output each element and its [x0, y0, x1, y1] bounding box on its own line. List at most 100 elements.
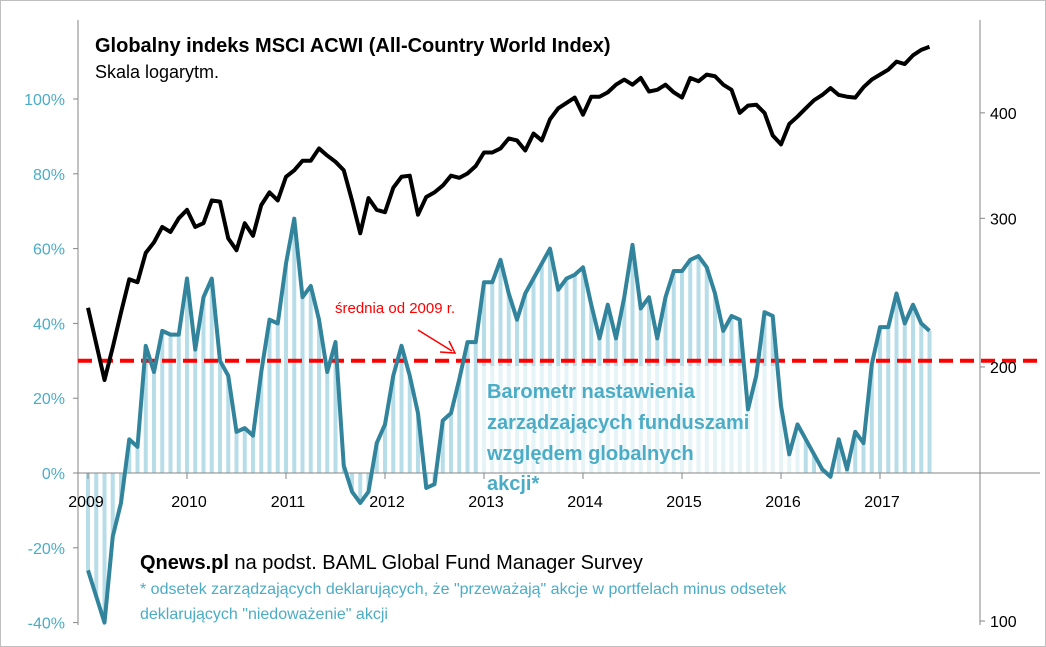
bar — [869, 364, 874, 473]
sentiment-line — [86, 216, 931, 625]
bar — [152, 372, 156, 473]
series-label-line: zarządzających funduszami — [487, 412, 749, 434]
bar — [226, 375, 231, 473]
right-tick-label: 400 — [990, 106, 1017, 123]
bar — [94, 473, 99, 597]
source-brand: Qnews.pl — [140, 552, 229, 574]
bar — [878, 327, 882, 473]
left-tick-label: -40% — [28, 616, 65, 633]
bar — [861, 443, 866, 473]
bar — [218, 360, 222, 473]
footnote-line: * odsetek zarządzających deklarujących, … — [140, 581, 787, 598]
x-tick-label: 2014 — [567, 494, 603, 511]
bar — [300, 297, 305, 473]
bar — [696, 256, 701, 473]
bar — [803, 439, 808, 473]
left-tick-label: 100% — [24, 92, 65, 109]
bar — [407, 375, 412, 473]
msci-acwi-line — [86, 44, 931, 382]
x-tick-label: 2011 — [271, 494, 306, 511]
bar — [902, 323, 907, 473]
bar — [102, 473, 107, 623]
bar — [465, 342, 470, 473]
left-tick-label: 40% — [33, 316, 65, 333]
bar — [350, 473, 354, 492]
x-tick-label: 2016 — [765, 494, 801, 511]
bar — [127, 439, 132, 473]
left-tick-label: 60% — [33, 242, 65, 259]
bar — [399, 345, 404, 473]
bar — [836, 439, 841, 473]
series-label-line: Barometr nastawienia — [487, 381, 696, 403]
bar — [201, 297, 206, 473]
bar — [325, 372, 330, 473]
bar — [234, 431, 239, 473]
chart-subtitle: Skala logarytm. — [95, 62, 219, 82]
bar — [812, 454, 816, 473]
left-tick-label: 0% — [42, 466, 65, 483]
bar — [416, 413, 420, 473]
right-tick-label: 100 — [990, 614, 1017, 631]
right-tick-label: 200 — [990, 360, 1017, 377]
left-tick-label: 20% — [33, 391, 65, 408]
series-label-line: akcji* — [487, 473, 539, 495]
x-tick-label: 2013 — [468, 494, 504, 511]
bar — [449, 413, 453, 473]
bar — [185, 278, 189, 473]
bar — [275, 323, 280, 473]
right-tick-label: 300 — [990, 211, 1017, 228]
bar — [927, 330, 932, 473]
series-label: Barometr nastawienia zarządzających fund… — [486, 381, 749, 495]
arrow-head-icon — [439, 340, 457, 354]
bar — [473, 342, 478, 473]
bar — [383, 424, 387, 473]
bar — [259, 372, 264, 473]
bar — [391, 375, 396, 473]
left-tick-label: 80% — [33, 167, 65, 184]
bar — [193, 349, 198, 473]
bar — [440, 420, 445, 473]
tick-labels: -40% -20% 0% 20% 40% 60% 80% 100% 100 200 300 400 20… — [24, 92, 1017, 633]
bar — [284, 263, 288, 473]
x-tick-label: 2010 — [171, 494, 207, 511]
footnote-line: deklarujących "niedoważenie" akcji — [140, 606, 388, 623]
chart-title: Globalny indeks MSCI ACWI (All-Country W… — [95, 35, 611, 57]
bar — [135, 446, 140, 473]
x-tick-label: 2012 — [369, 494, 405, 511]
axes — [73, 20, 1040, 625]
average-label: średnia od 2009 r. — [335, 300, 455, 317]
source-text: na podst. BAML Global Fund Manager Surve… — [229, 552, 643, 574]
series-label-line: względem globalnych — [486, 443, 694, 465]
bar — [143, 345, 148, 473]
source-note: Qnews.pl na podst. BAML Global Fund Mana… — [140, 552, 643, 574]
bar — [110, 473, 115, 537]
bar — [358, 473, 363, 503]
bar — [86, 473, 90, 571]
bar — [374, 443, 379, 473]
bar — [209, 278, 214, 473]
bar — [176, 334, 181, 473]
average-arrow — [417, 329, 453, 352]
bar — [911, 304, 915, 473]
x-tick-label: 2009 — [68, 494, 104, 511]
bar — [168, 334, 173, 473]
x-tick-label: 2017 — [864, 494, 900, 511]
bar — [853, 431, 858, 473]
bar — [267, 319, 272, 473]
left-tick-label: -20% — [28, 541, 65, 558]
bar — [317, 319, 321, 473]
bar — [308, 286, 313, 473]
bar — [457, 379, 462, 473]
bar — [292, 218, 297, 473]
bar — [886, 327, 891, 473]
line-series — [86, 44, 931, 625]
x-tick-label: 2015 — [666, 494, 702, 511]
bar — [160, 330, 165, 473]
bar — [251, 435, 255, 473]
bar — [919, 323, 924, 473]
bar — [333, 342, 338, 473]
bar — [894, 293, 899, 473]
bar — [242, 428, 247, 473]
